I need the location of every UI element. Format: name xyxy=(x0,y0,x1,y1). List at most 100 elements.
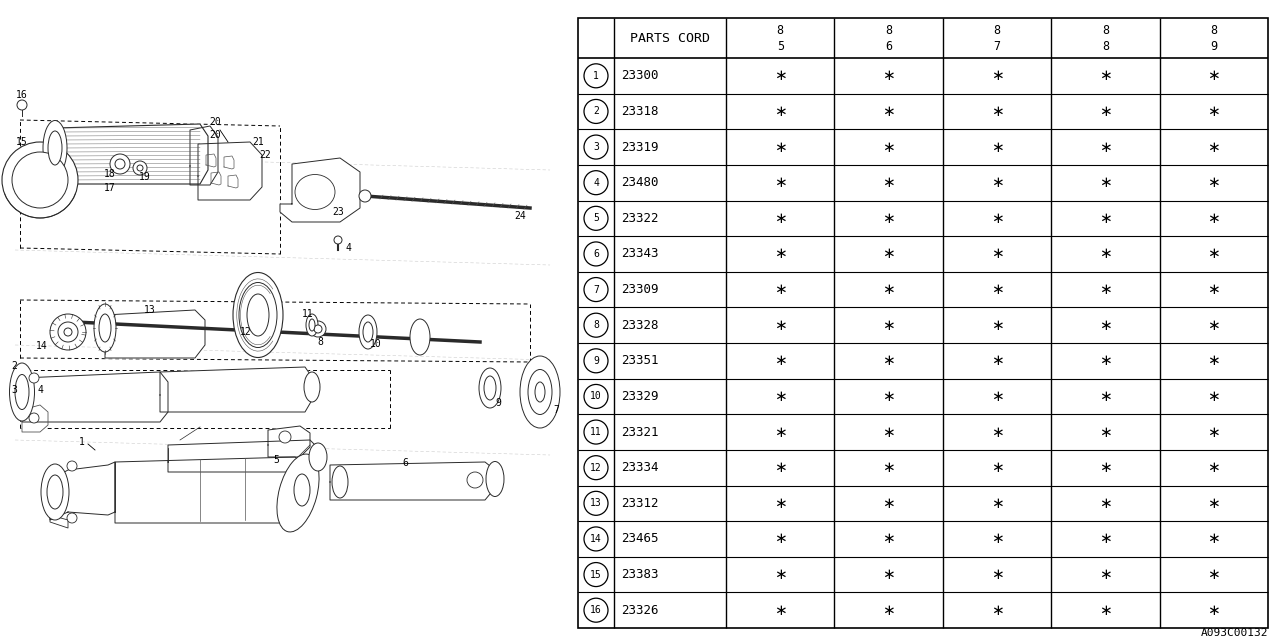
Text: 23322: 23322 xyxy=(621,212,658,225)
Circle shape xyxy=(137,165,143,171)
Ellipse shape xyxy=(247,294,269,336)
Ellipse shape xyxy=(486,461,504,497)
Text: 24: 24 xyxy=(515,211,526,221)
Text: ∗: ∗ xyxy=(1100,496,1112,511)
Circle shape xyxy=(50,314,86,350)
Text: 8: 8 xyxy=(993,24,1001,36)
Text: 23319: 23319 xyxy=(621,141,658,154)
Text: ∗: ∗ xyxy=(882,140,895,155)
Text: ∗: ∗ xyxy=(1100,531,1112,547)
Text: ∗: ∗ xyxy=(1100,567,1112,582)
Text: ∗: ∗ xyxy=(774,175,787,190)
Polygon shape xyxy=(268,426,310,457)
Circle shape xyxy=(358,190,371,202)
Text: 23383: 23383 xyxy=(621,568,658,581)
Text: ∗: ∗ xyxy=(882,389,895,404)
Ellipse shape xyxy=(520,356,561,428)
Text: ∗: ∗ xyxy=(1207,353,1220,368)
Text: ∗: ∗ xyxy=(882,353,895,368)
Text: ∗: ∗ xyxy=(882,175,895,190)
Text: ∗: ∗ xyxy=(991,246,1004,261)
Text: ∗: ∗ xyxy=(1207,211,1220,226)
Circle shape xyxy=(12,152,68,208)
Text: ∗: ∗ xyxy=(1207,317,1220,333)
Ellipse shape xyxy=(529,369,552,415)
Polygon shape xyxy=(105,310,205,358)
Text: 23309: 23309 xyxy=(621,283,658,296)
Text: 14: 14 xyxy=(590,534,602,544)
Text: 13: 13 xyxy=(590,499,602,508)
Text: ∗: ∗ xyxy=(882,531,895,547)
Text: 4: 4 xyxy=(37,385,44,395)
Text: ∗: ∗ xyxy=(1100,211,1112,226)
Text: ∗: ∗ xyxy=(882,460,895,475)
Text: 22: 22 xyxy=(259,150,271,160)
Text: 8: 8 xyxy=(1102,24,1108,36)
Text: 16: 16 xyxy=(590,605,602,615)
Circle shape xyxy=(133,161,147,175)
Circle shape xyxy=(67,513,77,523)
Circle shape xyxy=(467,472,483,488)
Circle shape xyxy=(3,142,78,218)
Text: ∗: ∗ xyxy=(882,246,895,261)
Ellipse shape xyxy=(305,372,320,402)
Text: 9: 9 xyxy=(495,398,500,408)
Text: 1: 1 xyxy=(593,71,599,81)
Text: ∗: ∗ xyxy=(882,424,895,440)
Text: ∗: ∗ xyxy=(991,531,1004,547)
Text: 12: 12 xyxy=(241,327,252,337)
Circle shape xyxy=(29,413,38,423)
Text: 19: 19 xyxy=(140,172,151,182)
Text: 15: 15 xyxy=(17,137,28,147)
Text: 21: 21 xyxy=(252,137,264,147)
Ellipse shape xyxy=(41,464,69,520)
Text: ∗: ∗ xyxy=(1100,246,1112,261)
Text: ∗: ∗ xyxy=(882,68,895,83)
Circle shape xyxy=(29,373,38,383)
Text: 5: 5 xyxy=(273,455,279,465)
Text: 20: 20 xyxy=(209,130,221,140)
Text: ∗: ∗ xyxy=(1100,140,1112,155)
Polygon shape xyxy=(22,405,49,432)
Text: 9: 9 xyxy=(1210,40,1217,52)
Text: 8: 8 xyxy=(777,24,783,36)
Text: 8: 8 xyxy=(884,24,892,36)
Text: 20: 20 xyxy=(209,117,221,127)
Text: ∗: ∗ xyxy=(991,460,1004,475)
Text: ∗: ∗ xyxy=(1207,496,1220,511)
Text: 10: 10 xyxy=(590,392,602,401)
Ellipse shape xyxy=(44,120,67,175)
Text: 8: 8 xyxy=(317,337,323,347)
Ellipse shape xyxy=(308,443,326,471)
Ellipse shape xyxy=(15,374,29,410)
Text: ∗: ∗ xyxy=(991,211,1004,226)
Text: ∗: ∗ xyxy=(1100,603,1112,618)
Ellipse shape xyxy=(233,273,283,358)
Text: ∗: ∗ xyxy=(991,496,1004,511)
Ellipse shape xyxy=(308,319,315,331)
Text: 8: 8 xyxy=(1210,24,1217,36)
Polygon shape xyxy=(168,440,317,472)
Polygon shape xyxy=(55,124,207,184)
Text: ∗: ∗ xyxy=(991,68,1004,83)
Polygon shape xyxy=(330,462,495,500)
Ellipse shape xyxy=(358,315,378,349)
Text: ∗: ∗ xyxy=(991,353,1004,368)
Text: 14: 14 xyxy=(36,341,47,351)
Circle shape xyxy=(67,461,77,471)
Text: ∗: ∗ xyxy=(774,567,787,582)
Text: ∗: ∗ xyxy=(882,104,895,119)
Ellipse shape xyxy=(49,131,61,165)
Text: ∗: ∗ xyxy=(774,389,787,404)
Text: 4: 4 xyxy=(593,178,599,188)
Polygon shape xyxy=(206,154,216,167)
Text: 23334: 23334 xyxy=(621,461,658,474)
Text: ∗: ∗ xyxy=(1100,460,1112,475)
Text: ∗: ∗ xyxy=(1207,282,1220,297)
Text: ∗: ∗ xyxy=(1100,389,1112,404)
Text: ∗: ∗ xyxy=(991,282,1004,297)
Text: 4: 4 xyxy=(346,243,351,253)
Text: 6: 6 xyxy=(593,249,599,259)
Text: ∗: ∗ xyxy=(991,567,1004,582)
Text: ∗: ∗ xyxy=(882,282,895,297)
